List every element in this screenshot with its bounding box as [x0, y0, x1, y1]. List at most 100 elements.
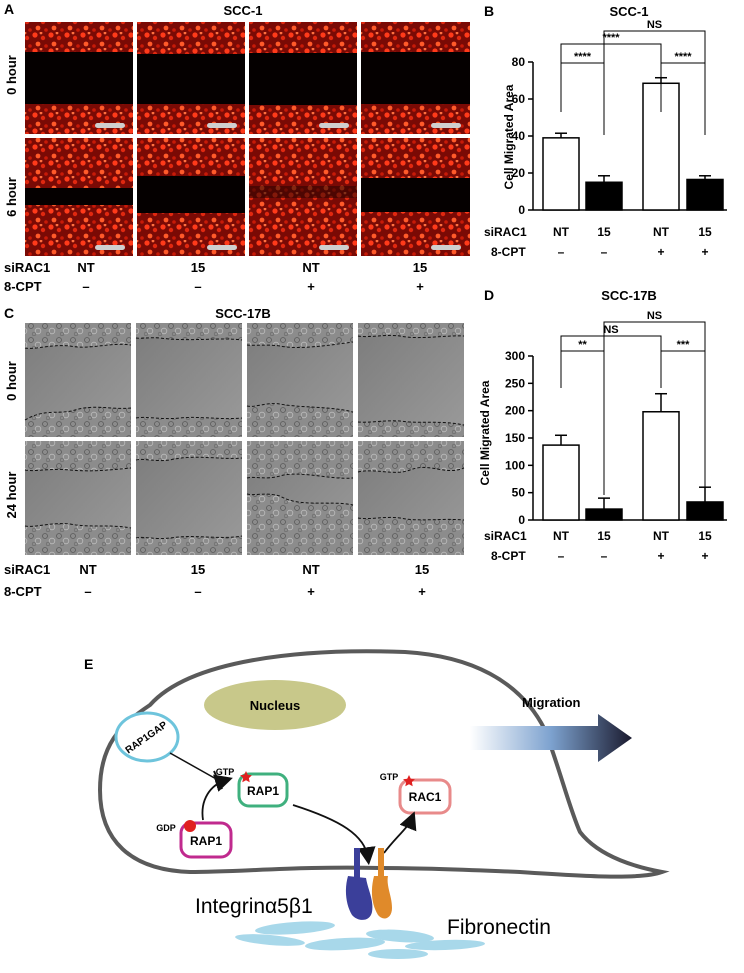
- panel-c-sirac1-value-0: NT: [79, 562, 96, 577]
- chart-d-ytick-label-1: 50: [512, 486, 526, 500]
- chart-b-bar-1: [585, 181, 623, 211]
- panel-c: C SCC-17B 0 hour 24 hour: [4, 305, 465, 599]
- chart-d-sig-bracket-1: [660, 350, 706, 364]
- panel-a-row-label-0: 0 hour: [4, 55, 19, 95]
- chart-b-ytick-label-2: 40: [512, 129, 526, 143]
- chart-d-sig-label-3: NS: [647, 310, 662, 322]
- chart-b-sig-label-2: ****: [602, 32, 620, 44]
- chart-d-category-1: 15: [597, 529, 611, 543]
- panel-c-cpt-value-0: –: [84, 584, 91, 599]
- panel-c-sirac1-label: siRAC1: [4, 562, 50, 577]
- micrograph-a-r0-c3: [361, 22, 470, 134]
- chart-d-sig-bracket-2: [560, 335, 662, 388]
- rac1-node: RAC1 GTP: [380, 772, 452, 815]
- chart-b-sig-label-1: ****: [674, 51, 692, 63]
- chart-b-category-1: 15: [597, 225, 611, 239]
- chart-d-sig-label-0: **: [578, 339, 587, 351]
- panel-c-sirac1-value-1: 15: [191, 562, 205, 577]
- panel-a-title: SCC-1: [223, 3, 262, 18]
- panel-a-sirac1-value-1: 15: [191, 260, 205, 275]
- panel-a-cpt-label: 8-CPT: [4, 279, 42, 294]
- chart-d: D SCC-17B Cell Migrated Area siRAC1 8-CP…: [478, 287, 727, 563]
- panel-a: A SCC-1 0 hour 6 hour: [4, 1, 470, 294]
- chart-b-sig-bracket-3: [603, 30, 706, 135]
- rap1gap-node: RAP1GAP: [114, 711, 180, 763]
- chart-d-letter: D: [484, 287, 494, 303]
- panel-c-cpt-value-3: +: [418, 584, 426, 599]
- panel-c-row-label-1: 24 hour: [4, 472, 19, 519]
- panel-c-sirac1-value-2: NT: [302, 562, 319, 577]
- micrograph-a-r0-c1: [137, 22, 245, 134]
- micrograph-a-r0-c0: [25, 22, 133, 134]
- chart-d-cpt-2: +: [657, 549, 664, 563]
- chart-d-ylabel: Cell Migrated Area: [478, 380, 492, 485]
- fibronectin-label: Fibronectin: [447, 916, 551, 939]
- chart-b-letter: B: [484, 3, 494, 19]
- micrograph-c-r0-c2: [246, 323, 354, 437]
- chart-d-sig-bracket-0: [560, 350, 605, 364]
- rac1-star-icon: [403, 775, 415, 787]
- chart-d-category-0: NT: [553, 529, 570, 543]
- integrin-label: Integrinα5β1: [195, 895, 313, 918]
- chart-b-sig-bracket-2: [560, 43, 662, 112]
- chart-d-ytick-label-0: 0: [518, 513, 525, 527]
- chart-b-ytick-label-1: 20: [512, 166, 526, 180]
- chart-d-cpt-0: –: [558, 549, 565, 563]
- chart-b-ytick-label-4: 80: [512, 55, 526, 69]
- panel-a-micrographs: [25, 22, 470, 256]
- chart-d-bar-2: [642, 411, 680, 521]
- fibronectin-icon: [235, 921, 485, 959]
- chart-b-cpt-1: –: [601, 245, 608, 259]
- chart-b-ytick-label-3: 60: [512, 92, 526, 106]
- micrograph-a-r0-c2: [249, 22, 357, 134]
- chart-b-cpt-3: +: [701, 245, 708, 259]
- chart-d-bar-3: [686, 501, 724, 521]
- chart-d-title: SCC-17B: [601, 288, 657, 303]
- panel-c-micrographs: [24, 323, 465, 555]
- integrin-icon: [345, 848, 392, 920]
- panel-a-sirac1-label: siRAC1: [4, 260, 50, 275]
- panel-c-letter: C: [4, 305, 14, 321]
- rac1-label: RAC1: [409, 790, 442, 804]
- rap1-gdp-node: RAP1 GDP: [156, 820, 233, 859]
- inhibition-line: [169, 752, 223, 790]
- chart-d-ytick-label-5: 250: [505, 376, 525, 390]
- chart-d-bar-1: [585, 508, 623, 521]
- panel-a-letter: A: [4, 1, 14, 17]
- chart-d-bar-0: [542, 444, 580, 521]
- chart-d-category-3: 15: [698, 529, 712, 543]
- chart-b-cpt-label: 8-CPT: [491, 245, 526, 259]
- rap1-gtp-label: RAP1: [247, 784, 279, 798]
- micrograph-c-r0-c3: [357, 323, 465, 437]
- panel-c-cpt-value-2: +: [307, 584, 315, 599]
- chart-b-bar-3: [686, 178, 724, 211]
- chart-d-ytick-label-6: 300: [505, 349, 525, 363]
- chart-b-ytick-label-0: 0: [518, 203, 525, 217]
- chart-d-ytick-label-4: 200: [505, 404, 525, 418]
- chart-b-category-2: NT: [653, 225, 670, 239]
- panel-c-title: SCC-17B: [215, 306, 271, 321]
- panel-a-row-label-1: 6 hour: [4, 177, 19, 217]
- micrograph-a-r1-c0: [25, 138, 133, 256]
- chart-d-sig-bracket-3: [603, 321, 706, 495]
- chart-d-sirac1-label: siRAC1: [484, 529, 527, 543]
- chart-b-sig-label-0: ****: [574, 51, 592, 63]
- nucleus-label: Nucleus: [250, 698, 301, 713]
- chart-b-sig-bracket-0: [560, 62, 605, 75]
- chart-b-category-3: 15: [698, 225, 712, 239]
- micrograph-a-r1-c2: [249, 138, 357, 256]
- migration-label: Migration: [522, 695, 581, 710]
- micrograph-a-r1-c1: [137, 138, 245, 256]
- micrograph-c-r0-c1: [135, 323, 243, 437]
- chart-b-sig-label-3: NS: [647, 19, 662, 31]
- rap1-gtp-node: RAP1 GTP: [216, 767, 289, 808]
- panel-a-cpt-value-0: –: [82, 279, 89, 294]
- rap1-gdp-dot-icon: [184, 820, 196, 832]
- micrograph-c-r1-c3: [357, 441, 465, 555]
- chart-d-ytick-label-2: 100: [505, 458, 525, 472]
- panel-a-cpt-value-1: –: [194, 279, 201, 294]
- chart-d-cpt-label: 8-CPT: [491, 549, 526, 563]
- micrograph-a-r1-c3: [361, 138, 470, 256]
- panel-c-row-label-0: 0 hour: [4, 361, 19, 401]
- chart-b-cpt-2: +: [657, 245, 664, 259]
